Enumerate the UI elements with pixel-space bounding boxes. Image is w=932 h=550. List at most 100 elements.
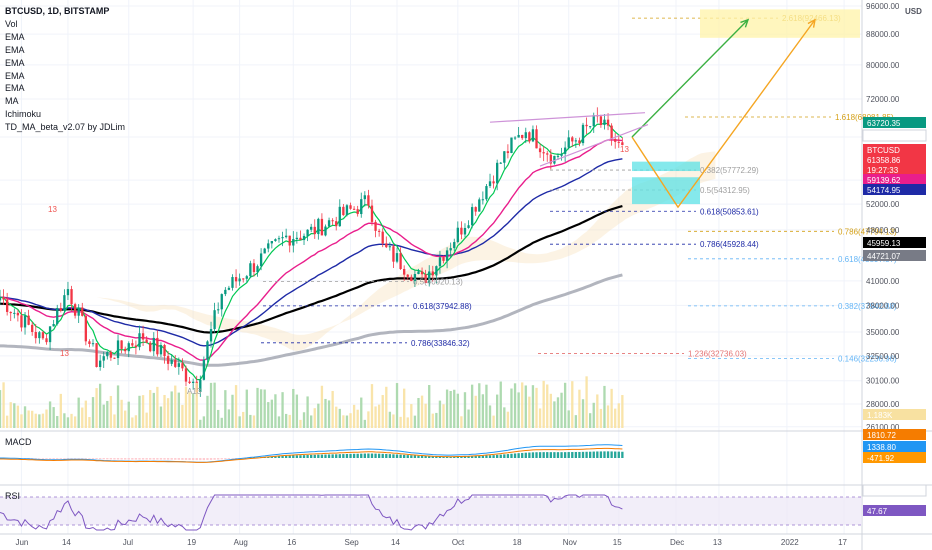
candle-body bbox=[70, 289, 73, 305]
volume-bar bbox=[428, 385, 431, 428]
legend-ichimoku[interactable]: Ichimoku bbox=[5, 109, 42, 120]
rsi-line bbox=[0, 494, 623, 531]
price-tag bbox=[863, 441, 926, 452]
volume-bar bbox=[614, 408, 617, 428]
volume-bar bbox=[310, 415, 313, 428]
candle-body bbox=[166, 356, 170, 364]
legend-ema-1[interactable]: EMA bbox=[5, 31, 25, 42]
macd-histogram-bar bbox=[524, 452, 527, 458]
volume-bar bbox=[617, 403, 620, 428]
volume-bar bbox=[406, 417, 409, 428]
volume-bar bbox=[381, 395, 384, 428]
candle-body bbox=[467, 225, 470, 228]
candle-body bbox=[81, 307, 84, 316]
volume-bar bbox=[106, 400, 109, 428]
legend-ema-4[interactable]: EMA bbox=[5, 70, 25, 81]
candle-body bbox=[184, 368, 188, 382]
candle-body bbox=[138, 333, 141, 348]
candle-body bbox=[84, 315, 88, 342]
volume-bar bbox=[360, 397, 363, 428]
macd-histogram-bar bbox=[288, 455, 291, 458]
candle-body bbox=[367, 195, 370, 206]
legend-ma[interactable]: MA bbox=[5, 96, 19, 107]
candle-body bbox=[442, 257, 445, 261]
candle-body bbox=[227, 287, 231, 290]
volume-bar bbox=[224, 390, 227, 428]
candle-body bbox=[449, 248, 452, 251]
candle-body bbox=[95, 343, 98, 368]
macd-histogram-bar bbox=[403, 454, 406, 458]
candle-body bbox=[363, 195, 366, 200]
price-tag bbox=[862, 129, 927, 142]
volume-bar bbox=[199, 419, 202, 428]
volume-bar bbox=[503, 407, 506, 428]
volume-bar bbox=[460, 416, 463, 428]
fib-level-label: 0.786(45928.44) bbox=[700, 240, 759, 249]
volume-bar bbox=[20, 414, 23, 428]
volume-bar bbox=[48, 401, 52, 428]
fib-level-label: 0.618(37942.88) bbox=[413, 302, 472, 311]
macd-histogram-bar bbox=[63, 458, 66, 459]
macd-histogram-bar bbox=[413, 455, 417, 458]
candle-body bbox=[116, 340, 120, 359]
volume-bar bbox=[217, 409, 220, 428]
macd-histogram-bar bbox=[292, 455, 295, 458]
volume-bar bbox=[274, 394, 277, 428]
candle-body bbox=[335, 221, 338, 227]
price-tag bbox=[863, 184, 926, 195]
volume-bar bbox=[488, 405, 492, 428]
volume-bar bbox=[120, 399, 123, 428]
volume-bar bbox=[152, 392, 155, 428]
candle-body bbox=[174, 359, 177, 367]
legend-ema-5[interactable]: EMA bbox=[5, 83, 25, 94]
time-tick-label: 15 bbox=[613, 538, 622, 547]
candle-body bbox=[256, 266, 259, 273]
candle-body bbox=[485, 186, 488, 200]
macd-histogram-bar bbox=[277, 456, 281, 458]
macd-histogram-bar bbox=[331, 454, 334, 458]
volume-bar bbox=[45, 409, 48, 428]
macd-histogram-bar bbox=[553, 452, 556, 458]
candle-body bbox=[188, 381, 191, 384]
volume-bar bbox=[177, 392, 181, 428]
volume-bar bbox=[23, 406, 27, 428]
volume-bar bbox=[195, 382, 198, 428]
legend-ema-3[interactable]: EMA bbox=[5, 57, 25, 68]
candle-body bbox=[424, 274, 427, 284]
candle-body bbox=[0, 297, 2, 301]
price-tag bbox=[863, 237, 926, 248]
macd-histogram-bar bbox=[438, 456, 442, 458]
volume-bar bbox=[606, 405, 610, 428]
volume-bar bbox=[77, 397, 80, 428]
volume-bar bbox=[256, 387, 259, 428]
legend-ema-2[interactable]: EMA bbox=[5, 44, 25, 55]
macd-histogram-bar bbox=[535, 452, 538, 458]
legend-td-ma[interactable]: TD_MA_beta_v2.07 by JDLim bbox=[5, 122, 126, 133]
volume-bar bbox=[0, 390, 2, 428]
price-tag-text: 45959.13 bbox=[867, 239, 901, 248]
macd-histogram-bar bbox=[563, 452, 567, 458]
volume-bar bbox=[377, 404, 381, 428]
macd-histogram-bar bbox=[220, 458, 223, 460]
candle-body bbox=[420, 271, 424, 275]
candle-body bbox=[109, 351, 113, 358]
macd-histogram-bar bbox=[388, 454, 392, 458]
candle-body bbox=[98, 360, 102, 368]
candle-body bbox=[360, 199, 363, 215]
candle-body bbox=[592, 115, 595, 127]
price-tick-label: 38000.00 bbox=[866, 301, 900, 310]
volume-bar bbox=[209, 382, 213, 428]
candle-body bbox=[77, 307, 80, 316]
symbol-title[interactable]: BTCUSD, 1D, BITSTAMP bbox=[5, 6, 110, 16]
candle-body bbox=[499, 162, 502, 164]
rsi-pane-label[interactable]: RSI bbox=[5, 491, 21, 501]
macd-pane-label[interactable]: MACD bbox=[5, 437, 32, 447]
wedge-lower-line bbox=[539, 124, 649, 167]
macd-histogram-bar bbox=[603, 451, 606, 458]
volume-bar bbox=[499, 381, 502, 428]
legend-vol[interactable]: Vol bbox=[5, 18, 18, 29]
ema-black-line bbox=[0, 205, 623, 334]
macd-histogram-bar bbox=[320, 454, 324, 458]
